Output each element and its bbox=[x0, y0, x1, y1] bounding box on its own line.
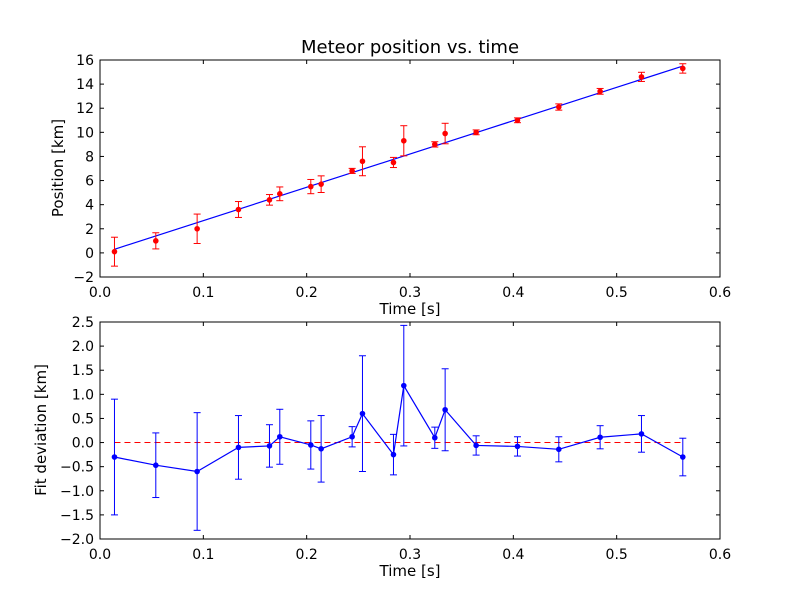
deviation-ytick-label: 0.5 bbox=[72, 411, 94, 427]
position-ytick-label: 16 bbox=[76, 53, 94, 69]
deviation-chart-data bbox=[110, 324, 687, 531]
position-ytick-label: 14 bbox=[76, 77, 94, 93]
deviation-ytick-label: 1.5 bbox=[72, 363, 94, 379]
position-data-point bbox=[318, 181, 324, 187]
position-data-point bbox=[390, 159, 397, 166]
deviation-xtick-label: 0.0 bbox=[89, 547, 111, 563]
deviation-data-point bbox=[432, 434, 438, 441]
deviation-ytick-label: −1.0 bbox=[60, 484, 94, 500]
position-data-point bbox=[556, 104, 562, 110]
position-xtick-label: 0.0 bbox=[89, 285, 111, 301]
position-chart-xlabel: Time [s] bbox=[379, 300, 441, 318]
position-ytick-label: 6 bbox=[85, 174, 94, 190]
position-chart-data bbox=[110, 63, 687, 267]
position-ytick-label: 10 bbox=[76, 125, 94, 141]
position-data-point bbox=[401, 137, 407, 144]
deviation-data-point bbox=[390, 451, 397, 458]
position-data-point bbox=[680, 65, 686, 72]
deviation-ytick-label: −0.5 bbox=[60, 460, 94, 476]
deviation-chart-xlabel: Time [s] bbox=[379, 562, 441, 580]
position-data-point bbox=[349, 168, 355, 174]
deviation-ytick-label: 0.0 bbox=[72, 436, 94, 452]
deviation-xtick-label: 0.2 bbox=[296, 547, 318, 563]
position-chart-ticks: 0.0 0.1 0.2 0.3 0.4 0.5 0.6 −2 0 2 4 6 8 10 12 14 16 bbox=[73, 53, 731, 301]
deviation-data-point bbox=[401, 382, 407, 389]
position-xtick-label: 0.1 bbox=[192, 285, 214, 301]
position-ytick-label: 2 bbox=[85, 222, 94, 238]
position-ytick-label: −2 bbox=[73, 270, 94, 286]
position-data-point bbox=[638, 74, 645, 80]
position-xtick-label: 0.5 bbox=[606, 285, 628, 301]
deviation-data-point bbox=[153, 462, 159, 469]
position-ytick-label: 0 bbox=[85, 246, 94, 262]
deviation-ytick-label: 2.0 bbox=[72, 339, 94, 355]
deviation-data-point bbox=[111, 454, 118, 460]
deviation-data-point bbox=[680, 454, 686, 460]
position-ytick-label: 4 bbox=[85, 198, 94, 214]
deviation-data-point bbox=[638, 431, 645, 437]
deviation-ytick-label: 1.0 bbox=[72, 387, 94, 403]
deviation-xtick-label: 0.5 bbox=[606, 547, 628, 563]
position-chart-frame bbox=[99, 59, 721, 278]
position-data-point bbox=[597, 88, 603, 95]
position-data-point bbox=[277, 191, 283, 197]
deviation-xtick-label: 0.1 bbox=[192, 547, 214, 563]
position-data-point bbox=[514, 117, 521, 124]
position-data-point bbox=[359, 158, 366, 165]
deviation-ytick-label: −2.0 bbox=[60, 532, 94, 548]
deviation-ytick-label: 2.5 bbox=[72, 315, 94, 331]
position-chart-ylabel: Position [km] bbox=[49, 119, 67, 217]
deviation-xtick-label: 0.6 bbox=[709, 547, 731, 563]
deviation-data-point bbox=[277, 433, 283, 440]
chart-title: Meteor position vs. time bbox=[301, 37, 519, 58]
deviation-data-point bbox=[556, 446, 562, 453]
deviation-data-point bbox=[194, 468, 200, 475]
position-data-point bbox=[111, 248, 118, 255]
deviation-data-point bbox=[442, 406, 448, 413]
deviation-data-point bbox=[349, 433, 355, 440]
deviation-series-line bbox=[114, 383, 684, 473]
deviation-data-point bbox=[308, 442, 314, 448]
deviation-ytick-label: −1.5 bbox=[60, 508, 94, 524]
position-data-point bbox=[442, 130, 448, 137]
position-data-point bbox=[266, 197, 273, 203]
deviation-data-point bbox=[359, 410, 366, 417]
deviation-chart-ylabel: Fit deviation [km] bbox=[32, 364, 50, 496]
position-ytick-label: 8 bbox=[85, 149, 94, 165]
position-xtick-label: 0.2 bbox=[296, 285, 318, 301]
position-xtick-label: 0.6 bbox=[709, 285, 731, 301]
position-ytick-label: 12 bbox=[76, 101, 94, 117]
deviation-chart: 0.0 0.1 0.2 0.3 0.4 0.5 0.6 −2.0 −1.5 −1.0 −0.5 0.0… bbox=[32, 315, 731, 580]
position-xtick-label: 0.4 bbox=[502, 285, 524, 301]
deviation-chart-frame bbox=[99, 321, 721, 540]
position-xtick-label: 0.3 bbox=[399, 285, 421, 301]
deviation-data-point bbox=[235, 444, 242, 451]
linear-fit-line bbox=[114, 65, 683, 250]
position-data-point bbox=[308, 183, 314, 190]
position-data-point bbox=[235, 206, 242, 213]
deviation-data-point bbox=[514, 443, 521, 450]
position-data-point bbox=[153, 238, 159, 244]
position-data-point bbox=[432, 141, 438, 148]
position-data-point bbox=[194, 225, 200, 232]
deviation-xtick-label: 0.4 bbox=[502, 547, 524, 563]
deviation-xtick-label: 0.3 bbox=[399, 547, 421, 563]
deviation-data-point bbox=[473, 442, 479, 449]
deviation-data-point bbox=[318, 446, 324, 452]
deviation-data-point bbox=[597, 434, 603, 441]
deviation-data-point bbox=[266, 443, 273, 449]
position-data-point bbox=[473, 129, 479, 136]
position-chart: Meteor position vs. time 0.0 0.1 0.2 0.3 0.4… bbox=[49, 37, 731, 318]
